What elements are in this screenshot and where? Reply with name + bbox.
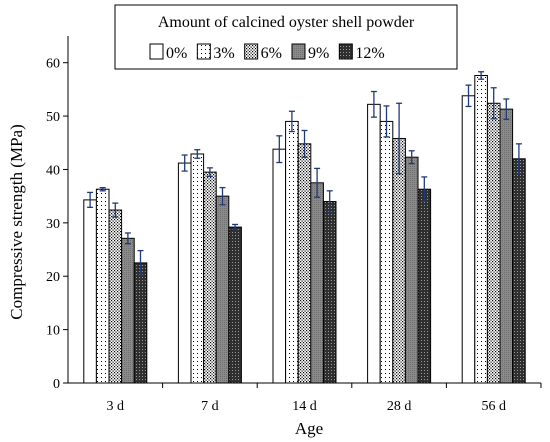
bar [203,171,217,384]
bar [512,158,526,384]
y-tick-label: 60 [46,57,60,72]
legend-swatch [338,43,353,60]
x-tick-label: 7 d [201,399,219,414]
bar [133,262,148,384]
legend-label: 3% [213,45,234,62]
legend-label: 6% [261,45,282,62]
legend-label: 0% [166,45,187,62]
x-tick-label: 56 d [481,399,506,414]
y-tick-label: 0 [53,377,60,392]
legend-swatch [196,43,211,60]
bar [379,120,394,384]
bar [121,237,135,384]
bar [215,195,230,384]
plot-area: 0 10 20 30 40 50 60 3 d 7 d 14 d 28 d 56 d [46,36,542,414]
x-tick-label: 28 d [387,399,412,414]
legend-label: 12% [355,45,384,62]
bar [486,102,501,384]
x-tick-label: 3 d [107,399,125,414]
bar [297,143,312,384]
x-tick-label: 14 d [292,399,317,414]
legend: Amount of calcined oyster shell powder 0… [114,4,458,70]
x-axis-title: Age [295,419,323,438]
bar [417,188,432,384]
legend-swatch [244,43,259,60]
bar [461,95,476,384]
bar [108,209,123,384]
bar [310,182,324,384]
bar [190,153,205,384]
y-tick-label: 40 [46,163,60,178]
bar [392,137,406,384]
y-axis-title: Compressive strength (MPa) [7,124,26,319]
y-tick-label: 20 [46,270,60,285]
bar [83,199,97,384]
bar [322,200,337,384]
bar [285,120,299,384]
legend-box [114,4,458,70]
legend-swatch [149,43,164,60]
bar [177,162,192,384]
y-tick-label: 50 [46,110,60,125]
legend-title: Amount of calcined oyster shell powder [158,14,415,31]
bar [95,188,110,384]
legend-items: 0% 3% 6% 9% 12% [149,43,385,62]
bar [499,108,514,384]
bar [404,156,419,384]
bar [272,148,287,384]
y-tick-label: 30 [46,217,60,232]
bar [367,103,381,384]
legend-swatch [291,43,306,60]
y-tick-label: 10 [46,324,60,339]
legend-label: 9% [308,45,329,62]
bar [228,226,242,384]
bar [474,75,488,384]
